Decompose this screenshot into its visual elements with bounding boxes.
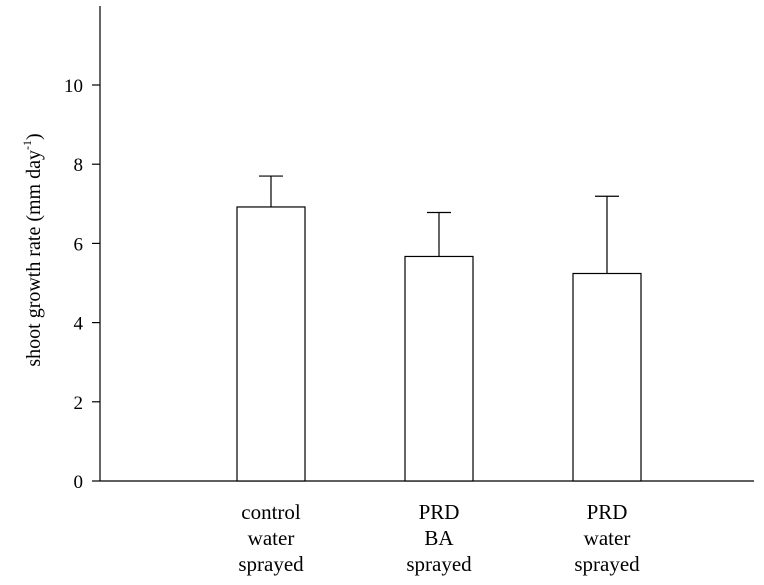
y-axis-ticks: 0 2 4 6 8 10 <box>64 76 100 493</box>
y-axis-title: shoot growth rate (mm day-1) <box>20 133 45 366</box>
x-category-label-line: sprayed <box>574 552 640 576</box>
x-category-label-line: sprayed <box>406 552 472 576</box>
bar <box>236 206 306 482</box>
x-category-label-line: sprayed <box>238 552 304 576</box>
y-tick-label: 4 <box>74 314 84 335</box>
bars <box>236 206 642 482</box>
y-axis-title-superscript: -1 <box>20 140 34 150</box>
y-tick-label: 8 <box>74 155 84 176</box>
bar <box>572 272 642 482</box>
x-category-label-line: PRD <box>587 500 628 524</box>
x-category-label-line: water <box>248 526 295 550</box>
y-tick-label: 6 <box>74 234 84 255</box>
bar <box>404 255 474 482</box>
x-category-label: PRD water sprayed <box>574 500 640 576</box>
y-tick-label: 2 <box>74 393 84 414</box>
x-category-label-line: water <box>584 526 631 550</box>
error-bars <box>259 175 619 274</box>
x-category-label: PRD BA sprayed <box>406 500 472 576</box>
y-axis-title-text: shoot growth rate (mm day <box>23 150 45 367</box>
x-category-label-line: PRD <box>419 500 460 524</box>
x-category-label-line: control <box>241 500 301 524</box>
x-category-label: control water sprayed <box>238 500 304 576</box>
y-tick-label: 10 <box>64 76 83 97</box>
x-category-label-line: BA <box>424 526 454 550</box>
y-axis-title-suffix: ) <box>23 133 45 140</box>
y-tick-label: 0 <box>74 472 84 493</box>
